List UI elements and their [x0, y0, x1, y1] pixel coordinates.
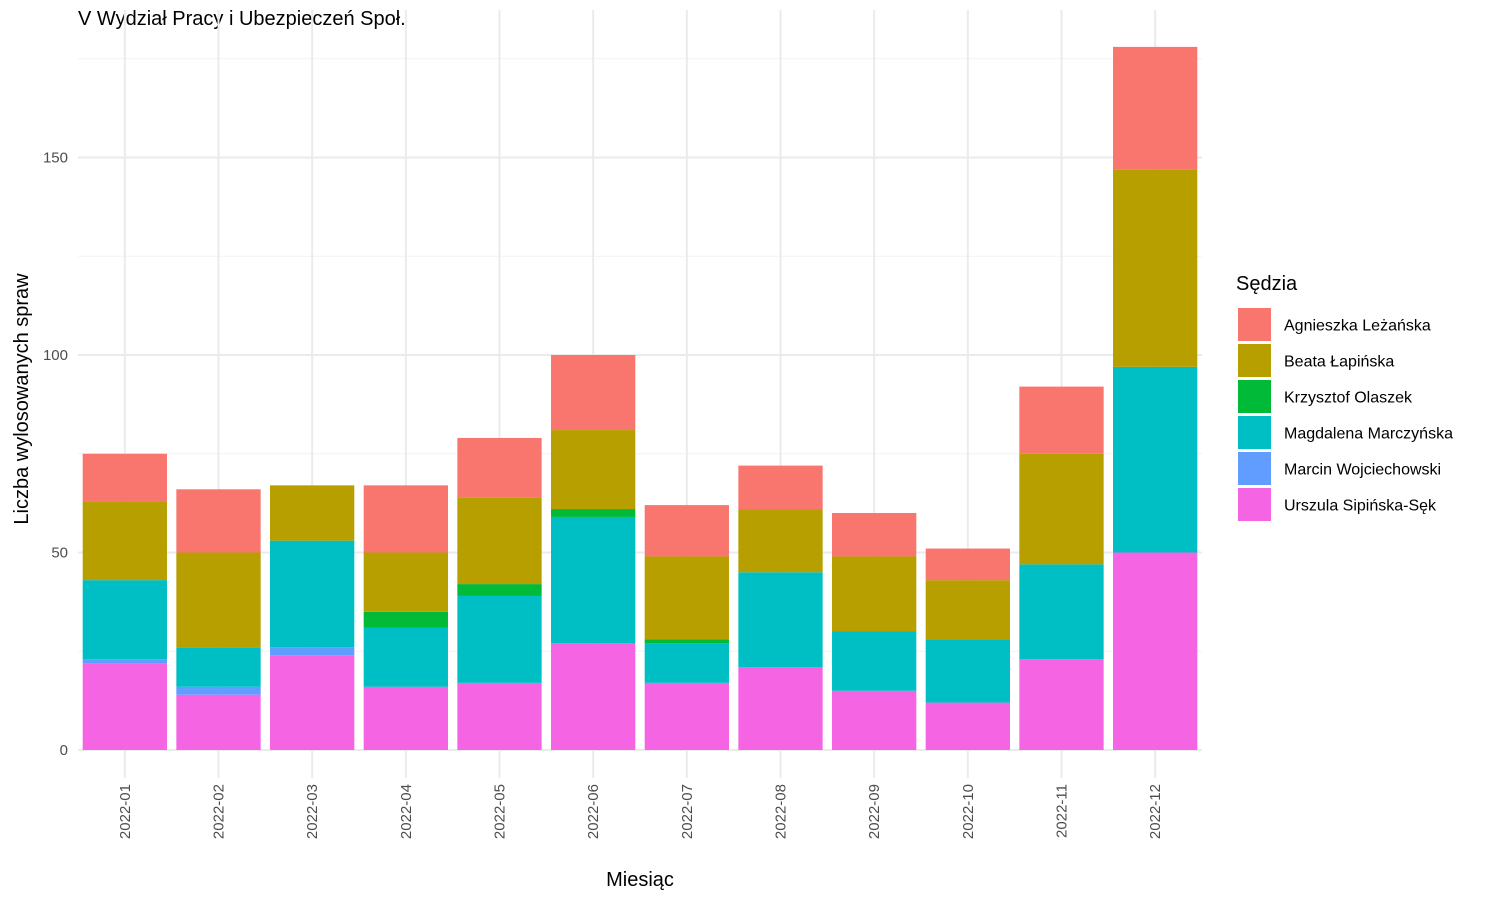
x-tick-label: 2022-08 [773, 784, 790, 839]
bar-segment [925, 580, 1010, 640]
y-tick-label: 100 [43, 347, 68, 364]
bar-segment [738, 667, 823, 750]
bar-segment [457, 682, 542, 750]
legend-key [1238, 380, 1271, 413]
bar-segment [457, 497, 542, 585]
bar-segment [176, 489, 261, 553]
bar-segment [457, 437, 542, 498]
bar-segment [82, 501, 167, 581]
bar-segment [270, 540, 355, 648]
bar-segment [644, 682, 729, 750]
y-tick-label: 0 [60, 742, 68, 759]
bar-segment [363, 485, 448, 553]
bar-segment [925, 548, 1010, 581]
bar-segment [644, 639, 729, 644]
bar-segment [738, 465, 823, 510]
bar-segment [176, 647, 261, 687]
bar-segment [832, 690, 917, 750]
bar-segment [1019, 659, 1104, 750]
bar-segment [644, 643, 729, 683]
x-tick-label: 2022-02 [211, 784, 228, 839]
x-tick-label: 2022-01 [117, 784, 134, 839]
bar-segment [363, 627, 448, 687]
x-axis-label: Miesiąc [606, 869, 674, 891]
legend-key [1238, 452, 1271, 485]
legend-key [1238, 344, 1271, 377]
bar-segment [363, 552, 448, 612]
y-tick-label: 50 [51, 545, 68, 562]
x-tick-label: 2022-05 [492, 784, 509, 839]
bar-segment [1019, 386, 1104, 454]
bar-segment [1113, 169, 1198, 367]
bar-segment [82, 663, 167, 750]
bar-segment [925, 702, 1010, 750]
bar-segment [363, 611, 448, 628]
legend-label: Urszula Sipińska-Sęk [1284, 498, 1437, 515]
x-tick-label: 2022-04 [398, 784, 415, 839]
chart-title: V Wydział Pracy i Ubezpieczeń Społ. [78, 8, 406, 30]
bar-segment [832, 513, 917, 557]
y-axis-label: Liczba wylosowanych spraw [11, 273, 33, 525]
bar-segment [1113, 366, 1198, 553]
bar-segment [551, 355, 636, 431]
x-tick-label: 2022-09 [866, 784, 883, 839]
legend-label: Agnieszka Leżańska [1284, 318, 1431, 335]
y-tick-label: 150 [43, 150, 68, 167]
bar-segment [925, 639, 1010, 703]
bar-segment [738, 572, 823, 668]
bar-segment [551, 430, 636, 510]
bar-segment [644, 505, 729, 557]
bar-segment [82, 453, 167, 502]
bar-segment [457, 584, 542, 596]
bar-segment [551, 643, 636, 750]
bar-segment [176, 552, 261, 648]
bar-segment [270, 655, 355, 750]
bar-segment [1019, 453, 1104, 565]
bar-segment [363, 686, 448, 750]
legend-label: Krzysztof Olaszek [1284, 390, 1413, 407]
x-tick-label: 2022-03 [304, 784, 321, 839]
bar-segment [551, 516, 636, 644]
bar-segment [551, 509, 636, 517]
x-tick-label: 2022-06 [585, 784, 602, 839]
bar-segment [644, 556, 729, 640]
bar-segment [832, 631, 917, 691]
bar-segment [176, 686, 261, 695]
bar-segment [270, 647, 355, 656]
bar-segment [832, 556, 917, 632]
x-tick-label: 2022-07 [679, 784, 696, 839]
legend-label: Marcin Wojciechowski [1284, 462, 1441, 479]
x-tick-label: 2022-10 [960, 784, 977, 839]
legend-title: Sędzia [1236, 273, 1298, 295]
legend-key [1238, 416, 1271, 449]
bar-segment [270, 485, 355, 541]
bar-segment [1113, 46, 1198, 170]
bar-segment [457, 595, 542, 683]
legend-key [1238, 488, 1271, 521]
legend-label: Magdalena Marczyńska [1284, 426, 1453, 443]
bar-segment [176, 694, 261, 750]
bar-segment [82, 580, 167, 660]
x-tick-label: 2022-11 [1054, 784, 1071, 838]
legend-key [1238, 308, 1271, 341]
x-tick-label: 2022-12 [1147, 784, 1164, 839]
bar-segment [1113, 552, 1198, 750]
bar-segment [1019, 564, 1104, 660]
bar-segment [738, 509, 823, 573]
legend-label: Beata Łapińska [1284, 354, 1394, 371]
bar-segment [82, 659, 167, 664]
